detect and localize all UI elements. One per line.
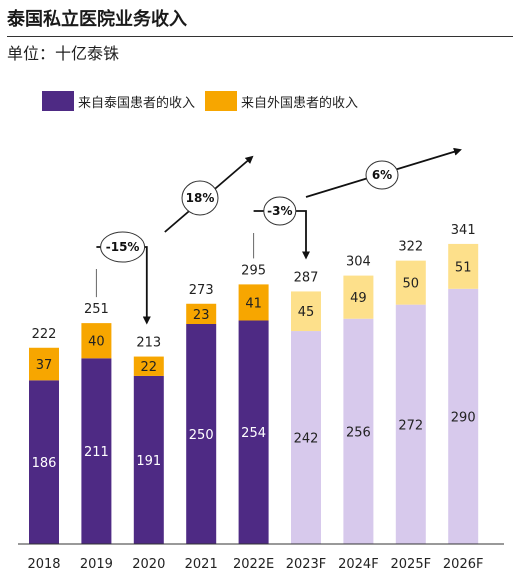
tick-label-2023F: 2023F bbox=[286, 557, 327, 572]
unit-label: 单位：十亿泰铢 bbox=[7, 44, 120, 63]
legend-label-domestic: 来自泰国患者的收入 bbox=[78, 95, 196, 111]
bar-domestic-2018 bbox=[29, 380, 59, 544]
label-domestic-2019: 211 bbox=[84, 445, 109, 460]
bar-domestic-2024F bbox=[343, 318, 374, 544]
label-total-2026F: 341 bbox=[451, 223, 476, 238]
label-foreign-2023F: 45 bbox=[298, 305, 315, 320]
legend-swatch-domestic bbox=[42, 91, 74, 111]
bar-domestic-2025F bbox=[395, 304, 426, 544]
bar-foreign-2018 bbox=[29, 347, 59, 381]
legend-item-foreign: 来自外国患者的收入 bbox=[205, 91, 358, 111]
tick-label-2024F: 2024F bbox=[338, 557, 379, 572]
label-foreign-2022E: 41 bbox=[245, 296, 262, 311]
legend-swatch-foreign bbox=[205, 91, 238, 111]
label-foreign-2018: 37 bbox=[36, 358, 53, 373]
label-foreign-2021: 23 bbox=[193, 308, 210, 323]
label-foreign-2019: 40 bbox=[88, 335, 105, 350]
bar-foreign-2019 bbox=[81, 323, 112, 359]
tick-label-2019: 2019 bbox=[80, 557, 113, 572]
label-domestic-2026F: 290 bbox=[451, 410, 476, 425]
bar-foreign-2024F bbox=[343, 275, 374, 319]
bar-domestic-2023F bbox=[291, 331, 321, 544]
label-foreign-2026F: 51 bbox=[455, 260, 472, 275]
label-domestic-2018: 186 bbox=[32, 456, 57, 471]
growth-label-rise-2020-2021: 18% bbox=[186, 191, 215, 205]
bar-domestic-2026F bbox=[448, 288, 479, 544]
label-total-2020: 213 bbox=[136, 336, 161, 351]
tick-label-2018: 2018 bbox=[27, 557, 60, 572]
chart-title: 泰国私立医院业务收入 bbox=[7, 9, 187, 30]
legend-label-foreign: 来自外国患者的收入 bbox=[241, 95, 359, 111]
growth-label-drop-2022-2023: -3% bbox=[267, 204, 292, 218]
tick-label-2021: 2021 bbox=[185, 557, 218, 572]
label-domestic-2024F: 256 bbox=[346, 425, 371, 440]
tick-label-2020: 2020 bbox=[132, 557, 165, 572]
label-total-2025F: 322 bbox=[398, 240, 423, 255]
label-domestic-2022E: 254 bbox=[241, 426, 266, 441]
growth-label-drop-2019-2020: -15% bbox=[106, 240, 140, 254]
bar-foreign-2021 bbox=[186, 303, 217, 324]
label-total-2022E: 295 bbox=[241, 263, 266, 278]
label-domestic-2021: 250 bbox=[189, 428, 214, 443]
bar-domestic-2020 bbox=[133, 375, 164, 544]
legend-item-domestic: 来自泰国患者的收入 bbox=[42, 91, 195, 111]
tick-label-2022E: 2022E bbox=[233, 557, 274, 572]
tick-label-2025F: 2025F bbox=[391, 557, 432, 572]
tick-label-2026F: 2026F bbox=[443, 557, 484, 572]
label-total-2023F: 287 bbox=[294, 270, 319, 285]
growth-bubble-drop-2022-2023 bbox=[263, 196, 297, 226]
label-domestic-2020: 191 bbox=[136, 454, 161, 469]
bar-foreign-2023F bbox=[291, 291, 321, 332]
label-domestic-2025F: 272 bbox=[398, 418, 423, 433]
growth-bubble-rise-2020-2021 bbox=[181, 180, 219, 216]
bar-domestic-2021 bbox=[186, 324, 217, 544]
growth-bubble-rise-2023-2026 bbox=[365, 160, 399, 190]
title-divider bbox=[7, 36, 513, 37]
bar-domestic-2019 bbox=[81, 358, 112, 544]
legend: 来自泰国患者的收入 来自外国患者的收入 bbox=[42, 91, 368, 111]
label-domestic-2023F: 242 bbox=[294, 432, 319, 447]
label-total-2019: 251 bbox=[84, 302, 109, 317]
bar-foreign-2025F bbox=[395, 260, 426, 305]
bar-foreign-2022E bbox=[238, 284, 269, 321]
label-total-2021: 273 bbox=[189, 283, 214, 298]
bar-foreign-2026F bbox=[448, 243, 479, 289]
bar-domestic-2022E bbox=[238, 320, 269, 544]
growth-label-rise-2023-2026: 6% bbox=[372, 168, 392, 182]
label-foreign-2025F: 50 bbox=[403, 277, 420, 292]
label-total-2024F: 304 bbox=[346, 255, 371, 270]
growth-bubble-drop-2019-2020 bbox=[100, 231, 146, 263]
bar-foreign-2020 bbox=[133, 356, 164, 376]
label-foreign-2020: 22 bbox=[141, 360, 158, 375]
label-foreign-2024F: 49 bbox=[350, 291, 367, 306]
label-total-2018: 222 bbox=[32, 327, 57, 342]
